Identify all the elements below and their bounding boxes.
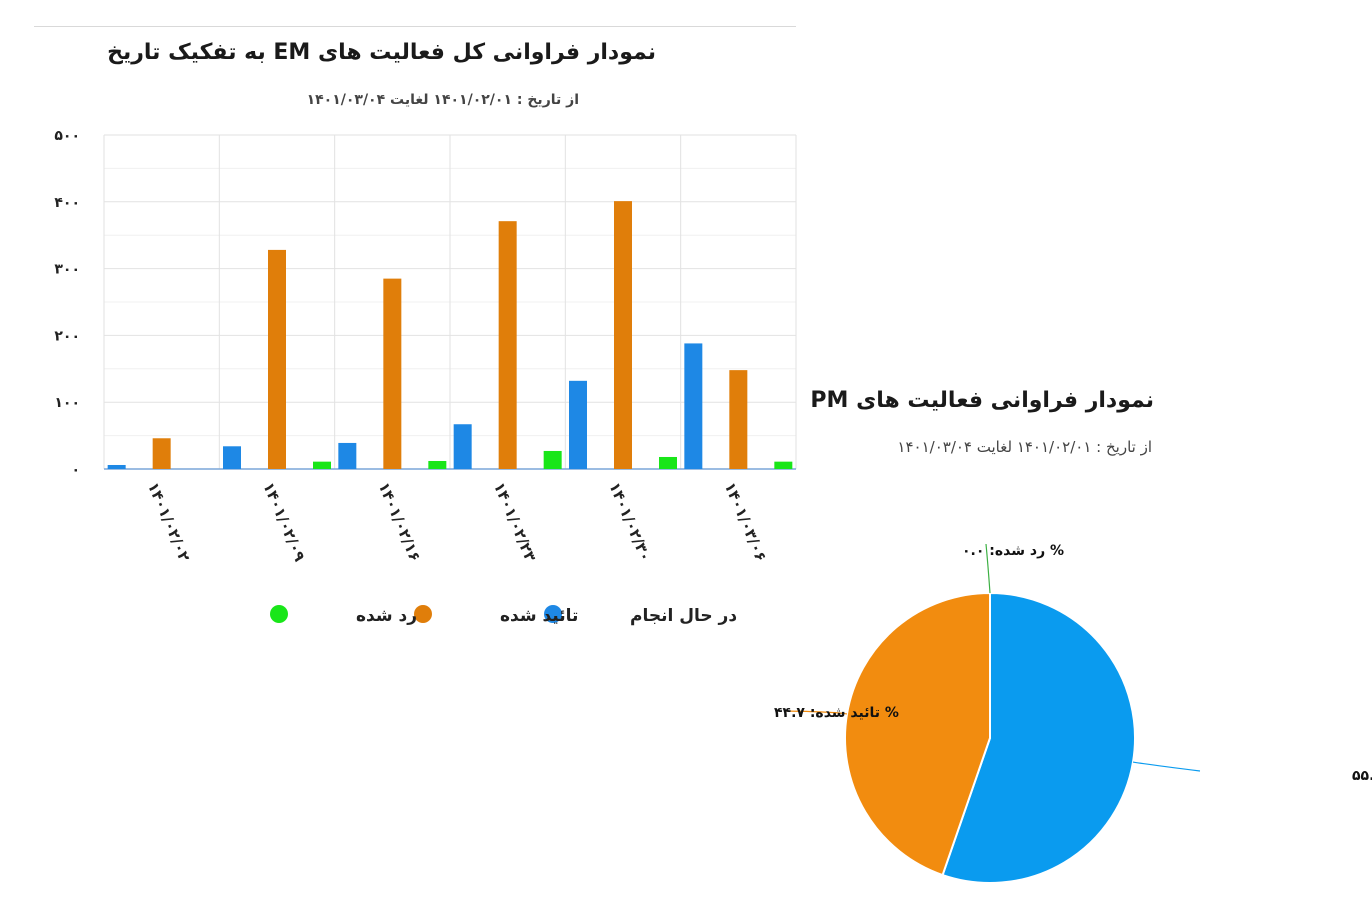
pie-slice [844,591,991,877]
bar [152,438,171,469]
bar [223,446,241,469]
pie-chart-title: نمودار فراوانی فعالیت های PM [810,388,1154,413]
x-tick-label: ۱۴۰۱/۰۲/۲۳ [490,480,539,565]
bar [498,221,517,469]
bar [614,201,632,469]
bar [569,380,587,469]
pie-chart-subtitle: از تاریخ : ۱۴۰۱/۰۲/۰۱ لغایت ۱۴۰۱/۰۳/۰۴ [897,438,1152,456]
pie-connector [1132,761,1201,772]
bar-chart: ۰ ۱۰۰ ۲۰۰ ۳۰۰ ۴۰۰ ۵۰۰ ۱۴۰۱/۰۲/۰۲ ۱۴۰۱/۰۲/۰۹ ۱۴۰۱… [54,128,797,626]
bar [383,278,402,469]
bar [729,370,748,469]
bar [107,464,126,469]
bar [268,249,286,469]
y-tick-label: ۰ [71,462,80,478]
pie-data-label: % رد شده: ۰.۰ [962,543,1064,559]
pie-data-label: % در حال انجام: ۵۵.۳ [1352,768,1372,784]
legend-marker [544,605,562,623]
pie-chart: % در حال انجام: ۵۵.۳ % تائید شده: ۴۴.۷ % ر… [774,543,1372,884]
x-tick-label: ۱۴۰۱/۰۲/۰۲ [144,480,193,565]
bar [428,460,447,469]
legend-marker [270,605,288,623]
y-tick-label: ۲۰۰ [54,328,80,344]
pie-data-label: % تائید شده: ۴۴.۷ [774,705,899,721]
bar-chart-subtitle: از تاریخ : ۱۴۰۱/۰۲/۰۱ لغایت ۱۴۰۱/۰۳/۰۴ [306,92,579,108]
x-tick-label: ۱۴۰۱/۰۲/۰۹ [259,480,308,565]
legend-label: رد شده [356,606,417,626]
pie-connector [985,543,991,594]
bar [684,343,703,469]
y-tick-label: ۱۰۰ [54,395,80,411]
bar-chart-title: نمودار فراوانی کل فعالیت های EM به تفکیک… [107,40,656,65]
y-tick-label: ۵۰۰ [54,128,80,144]
legend-marker [414,605,432,623]
x-tick-label: ۱۴۰۱/۰۲/۱۶ [375,480,424,565]
bar [453,424,472,469]
bar [543,450,562,469]
bar [774,461,793,469]
bar [313,461,331,469]
bar [338,442,357,469]
top-divider [34,26,796,27]
legend-label: در حال انجام [630,606,737,626]
legend-label: تائید شده [500,606,578,626]
pie-connector [783,710,848,715]
bar [659,456,677,469]
y-tick-label: ۳۰۰ [54,262,80,278]
y-tick-label: ۴۰۰ [54,195,80,211]
